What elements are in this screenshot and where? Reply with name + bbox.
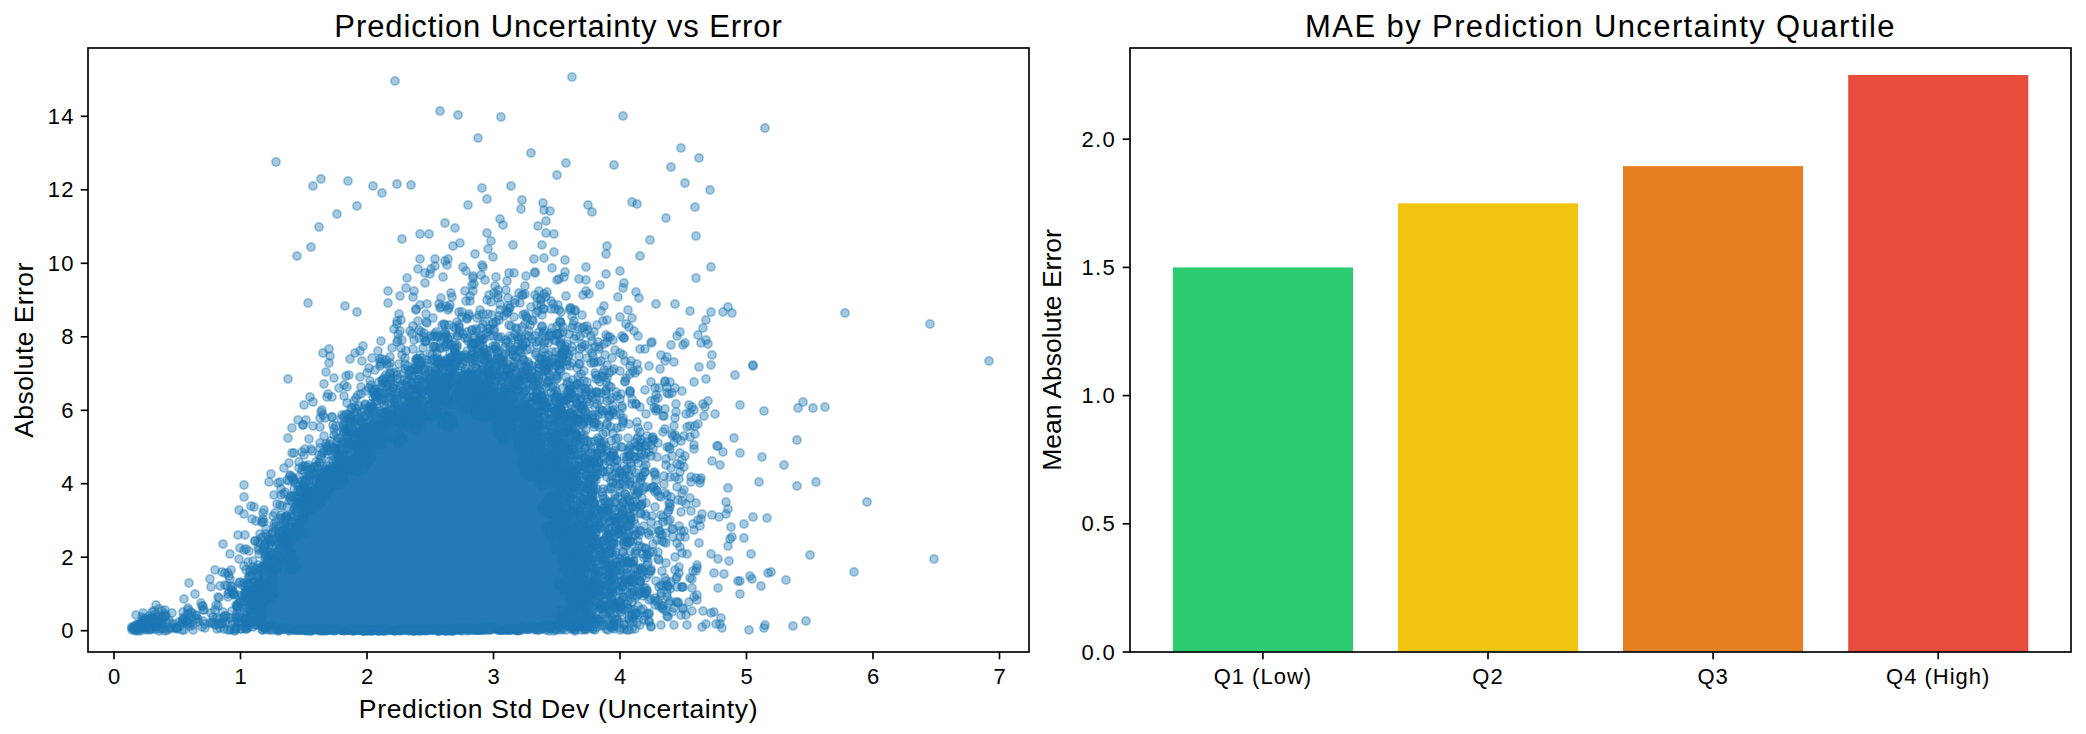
svg-text:7: 7 bbox=[993, 664, 1005, 689]
svg-text:0.0: 0.0 bbox=[1082, 640, 1116, 665]
svg-text:1.5: 1.5 bbox=[1082, 255, 1116, 280]
svg-text:Prediction Uncertainty vs Erro: Prediction Uncertainty vs Error bbox=[334, 9, 782, 44]
svg-text:5: 5 bbox=[740, 664, 752, 689]
svg-text:10: 10 bbox=[48, 251, 75, 276]
svg-text:4: 4 bbox=[614, 664, 626, 689]
svg-text:12: 12 bbox=[48, 177, 75, 202]
svg-text:Q3: Q3 bbox=[1697, 664, 1728, 689]
svg-text:Mean Absolute Error: Mean Absolute Error bbox=[1037, 229, 1067, 471]
svg-text:0.5: 0.5 bbox=[1082, 511, 1116, 536]
svg-text:MAE by Prediction Uncertainty: MAE by Prediction Uncertainty Quartile bbox=[1305, 9, 1896, 44]
svg-text:1.0: 1.0 bbox=[1082, 383, 1116, 408]
svg-text:2.0: 2.0 bbox=[1082, 127, 1116, 152]
svg-text:8: 8 bbox=[61, 324, 75, 349]
svg-text:2: 2 bbox=[61, 545, 75, 570]
svg-text:Q1 (Low): Q1 (Low) bbox=[1214, 664, 1312, 689]
svg-text:0: 0 bbox=[61, 618, 75, 643]
svg-text:3: 3 bbox=[487, 664, 499, 689]
svg-text:Absolute Error: Absolute Error bbox=[9, 262, 39, 438]
svg-text:Q4 (High): Q4 (High) bbox=[1886, 664, 1990, 689]
svg-text:0: 0 bbox=[108, 664, 120, 689]
svg-text:4: 4 bbox=[61, 471, 75, 496]
svg-text:2: 2 bbox=[361, 664, 373, 689]
svg-text:1: 1 bbox=[234, 664, 246, 689]
svg-text:6: 6 bbox=[61, 398, 75, 423]
svg-text:Prediction Std Dev (Uncertaint: Prediction Std Dev (Uncertainty) bbox=[359, 694, 758, 724]
svg-text:6: 6 bbox=[867, 664, 879, 689]
svg-text:Q2: Q2 bbox=[1472, 664, 1503, 689]
svg-text:14: 14 bbox=[48, 104, 75, 129]
